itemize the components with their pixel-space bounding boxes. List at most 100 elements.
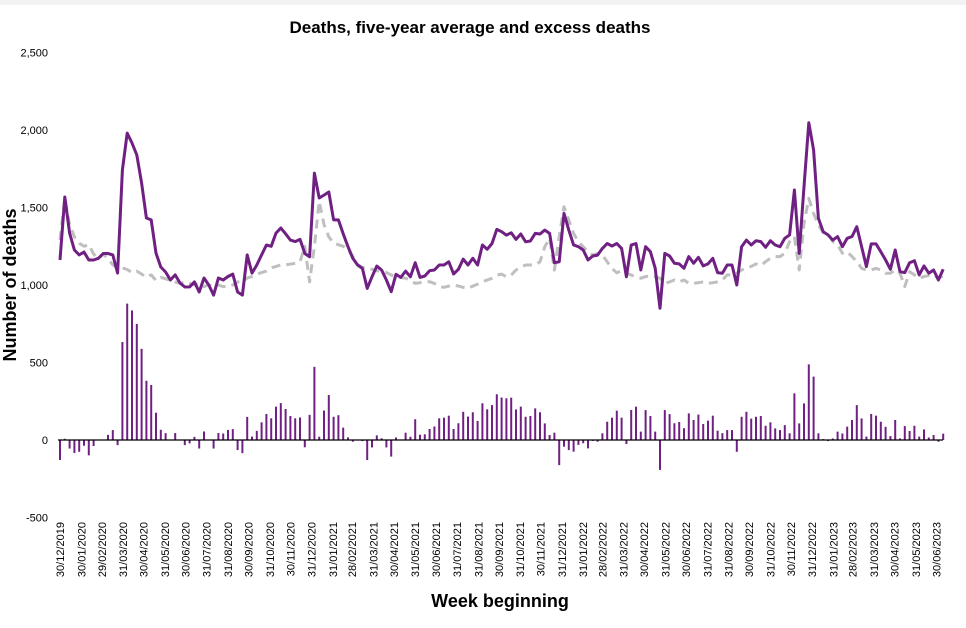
excess-bar bbox=[270, 418, 273, 440]
excess-bar bbox=[582, 440, 585, 444]
excess-bar bbox=[889, 436, 892, 440]
x-tick-label: 31/05/2020 bbox=[160, 522, 172, 577]
excess-bar bbox=[217, 433, 220, 440]
excess-bar bbox=[601, 433, 604, 440]
excess-bar bbox=[83, 440, 85, 446]
excess-bar bbox=[524, 416, 527, 440]
x-tick-label: 31/08/2020 bbox=[223, 522, 235, 577]
excess-bar bbox=[342, 427, 345, 440]
x-tick-label: 28/02/2021 bbox=[347, 522, 359, 577]
five-year-average-line bbox=[58, 196, 944, 290]
excess-bar bbox=[630, 409, 633, 440]
x-tick-label: 31/10/2021 bbox=[515, 522, 527, 577]
excess-bar bbox=[769, 422, 772, 440]
excess-bar bbox=[855, 405, 858, 440]
excess-bar bbox=[846, 426, 849, 440]
excess-bar bbox=[462, 411, 465, 440]
excess-bar bbox=[515, 409, 517, 440]
excess-bar bbox=[68, 440, 71, 449]
excess-bar bbox=[318, 436, 321, 440]
excess-bar bbox=[423, 434, 426, 440]
lines bbox=[58, 121, 945, 310]
excess-bar bbox=[697, 414, 700, 440]
x-tick-label: 31/05/2022 bbox=[661, 522, 673, 577]
excess-bar bbox=[716, 430, 719, 440]
excess-bar bbox=[145, 380, 148, 440]
excess-bar bbox=[606, 421, 609, 440]
excess-bar bbox=[390, 440, 393, 457]
excess-bar bbox=[812, 376, 815, 440]
excess-bar bbox=[414, 419, 417, 440]
excess-bar bbox=[803, 403, 805, 440]
x-tick-label: 30/09/2022 bbox=[744, 522, 756, 577]
x-tick-label: 31/07/2020 bbox=[202, 522, 214, 577]
excess-bar bbox=[337, 415, 340, 440]
x-tick-label: 31/12/2021 bbox=[557, 522, 569, 577]
excess-bar bbox=[942, 433, 945, 440]
excess-bar bbox=[227, 429, 229, 440]
excess-bar bbox=[308, 414, 311, 440]
excess-bar bbox=[740, 416, 743, 440]
excess-bar bbox=[851, 420, 853, 440]
excess-bar bbox=[558, 440, 561, 466]
x-tick-label: 30/01/2020 bbox=[76, 522, 88, 577]
x-tick-label: 28/02/2023 bbox=[848, 522, 860, 577]
excess-bar bbox=[620, 417, 623, 440]
excess-bar bbox=[510, 397, 513, 440]
excess-bar bbox=[779, 430, 781, 440]
excess-bar bbox=[529, 415, 532, 440]
excess-bar bbox=[78, 440, 81, 452]
excess-bar bbox=[913, 425, 916, 440]
y-tick-label: 1,000 bbox=[20, 280, 48, 292]
x-tick-label: 30/11/2021 bbox=[536, 522, 548, 576]
excess-bar bbox=[486, 409, 489, 440]
x-tick-label: 31/03/2020 bbox=[118, 522, 130, 577]
excess-bar bbox=[111, 430, 114, 440]
excess-bar bbox=[894, 420, 897, 440]
x-tick-label: 31/03/2022 bbox=[619, 522, 631, 577]
excess-bar bbox=[519, 406, 522, 440]
excess-bar bbox=[92, 440, 95, 447]
x-tick-label: 31/12/2020 bbox=[307, 522, 319, 577]
x-tick-label: 31/01/2022 bbox=[578, 522, 590, 577]
y-tick-label: 2,500 bbox=[20, 48, 48, 60]
excess-bar bbox=[870, 413, 873, 440]
excess-bar bbox=[654, 431, 657, 440]
excess-bar bbox=[140, 348, 143, 440]
excess-bar bbox=[428, 428, 431, 440]
top-band bbox=[0, 0, 966, 5]
excess-bar bbox=[438, 418, 441, 440]
excess-bar bbox=[131, 310, 133, 440]
excess-bar bbox=[303, 440, 306, 448]
excess-bar bbox=[505, 398, 508, 440]
x-tick-label: 31/12/2022 bbox=[807, 522, 819, 577]
excess-bar bbox=[817, 433, 820, 440]
x-tick-label: 29/02/2020 bbox=[97, 522, 109, 577]
excess-bar bbox=[188, 440, 191, 444]
x-tick-label: 30/06/2022 bbox=[681, 522, 693, 577]
deaths-line bbox=[58, 121, 945, 310]
x-tick-label: 31/08/2022 bbox=[724, 522, 736, 577]
x-tick-label: 31/10/2020 bbox=[265, 522, 277, 577]
excess-bar bbox=[260, 422, 263, 440]
excess-bar bbox=[371, 440, 373, 448]
excess-bar bbox=[471, 412, 474, 440]
excess-bar bbox=[481, 403, 484, 440]
excess-bar bbox=[203, 431, 205, 440]
excess-bar bbox=[908, 431, 911, 440]
excess-bar bbox=[745, 411, 748, 440]
x-ticks: 30/12/2019 30/01/2020 29/02/2020 31/03/2020… bbox=[55, 522, 943, 577]
excess-bar bbox=[702, 424, 705, 440]
excess-bar bbox=[323, 410, 325, 440]
excess-bar bbox=[447, 415, 450, 440]
excess-bar bbox=[275, 406, 277, 440]
excess-bar bbox=[135, 323, 138, 440]
excess-bar bbox=[865, 436, 868, 440]
x-tick-label: 30/11/2020 bbox=[285, 522, 297, 576]
excess-bar bbox=[899, 438, 901, 440]
excess-bar bbox=[668, 414, 671, 440]
excess-bar bbox=[433, 426, 436, 440]
excess-bar bbox=[73, 440, 76, 454]
excess-bar bbox=[788, 433, 791, 440]
excess-bar bbox=[567, 440, 570, 451]
